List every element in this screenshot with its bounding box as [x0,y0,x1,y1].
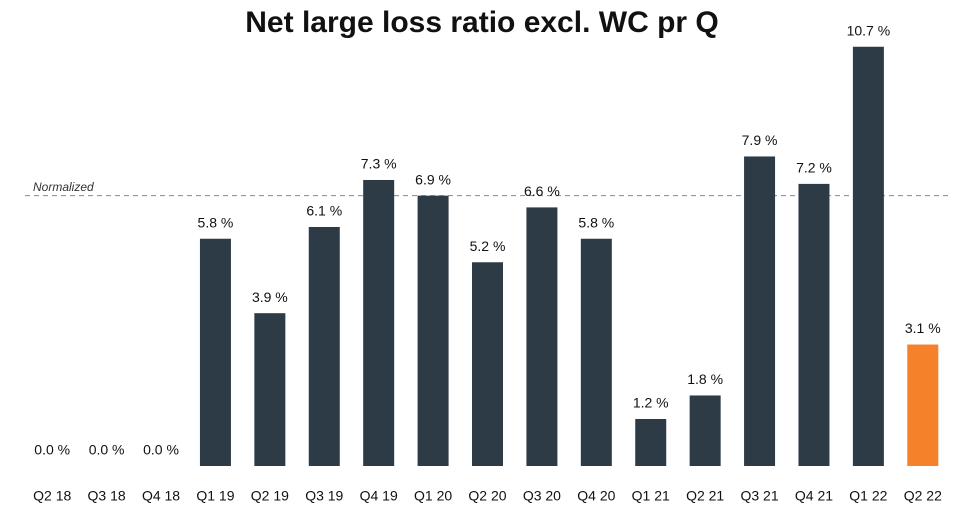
x-tick-label: Q3 19 [305,488,343,504]
bar [580,238,612,466]
x-tick-label: Q3 21 [740,488,778,504]
bar [254,313,286,466]
value-label: 5.8 % [578,214,614,230]
value-label: 1.8 % [687,371,723,387]
x-tick-label: Q4 20 [577,488,615,504]
x-tick-label: Q2 18 [33,488,71,504]
x-tick-label: Q1 22 [849,488,887,504]
bar [689,395,721,466]
bar [744,156,776,467]
value-label: 1.2 % [633,395,669,411]
normalized-label: Normalized [33,180,94,194]
x-tick-label: Q1 20 [414,488,452,504]
value-label: 0.0 % [89,442,125,458]
x-tick-label: Q1 19 [196,488,234,504]
value-label: 6.1 % [306,203,342,219]
bar [199,238,231,466]
bar [907,344,939,466]
value-label: 0.0 % [143,442,179,458]
x-tick-label: Q4 18 [142,488,180,504]
bar [635,418,667,466]
value-label: 7.3 % [361,156,397,172]
value-label: 3.1 % [905,320,941,336]
value-label: 0.0 % [34,442,70,458]
value-label: 5.2 % [470,238,506,254]
x-tick-label: Q2 19 [251,488,289,504]
bar [852,46,884,466]
x-tick-label: Q2 21 [686,488,724,504]
chart-title: Net large loss ratio excl. WC pr Q [245,6,718,39]
bar [526,207,558,466]
value-label: 7.2 % [796,160,832,176]
x-tick-label: Q4 21 [795,488,833,504]
x-tick-label: Q3 18 [88,488,126,504]
x-tick-label: Q2 22 [904,488,942,504]
value-label: 7.9 % [742,132,778,148]
x-tick-label: Q4 19 [360,488,398,504]
bar [472,262,503,466]
x-tick-label: Q3 20 [523,488,561,504]
x-tick-label: Q1 21 [632,488,670,504]
value-label: 3.9 % [252,289,288,305]
value-label: 6.6 % [524,183,560,199]
value-label: 10.7 % [847,22,891,38]
bar [308,226,340,466]
bar [798,183,830,466]
x-tick-label: Q2 20 [468,488,506,504]
bar [363,179,395,467]
bar [417,195,449,467]
value-label: 6.9 % [415,171,451,187]
value-label: 5.8 % [198,214,234,230]
